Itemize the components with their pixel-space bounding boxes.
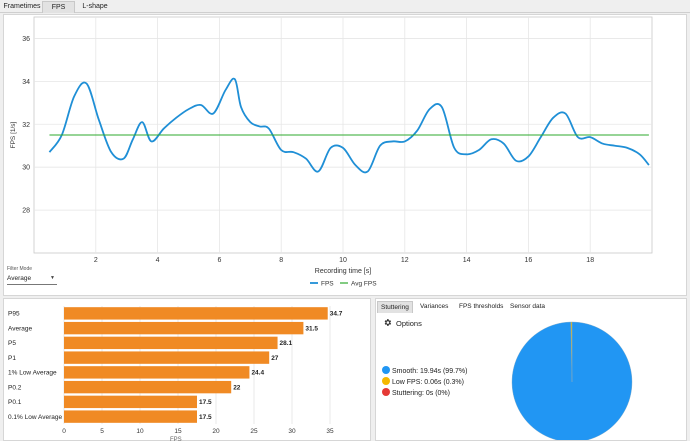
x-tick-label: 14 — [463, 257, 471, 264]
fps-series-line — [48, 77, 650, 174]
tab-fps[interactable]: FPS — [42, 1, 75, 13]
options-button[interactable]: Options — [383, 318, 422, 328]
category-label: P0.1 — [8, 399, 22, 406]
legend-stuttering-label: Stuttering: 0s (0%) — [392, 390, 450, 397]
legend-low-fps: Low FPS: 0.06s (0.3%) — [382, 377, 464, 386]
bar — [64, 307, 328, 320]
filter-mode-select[interactable]: Average ▼ — [7, 273, 57, 285]
x-tick-label: 25 — [250, 428, 258, 435]
x-tick-label: 10 — [136, 428, 144, 435]
category-label: 0.1% Low Average — [8, 414, 62, 421]
x-axis-label: FPS — [170, 437, 182, 441]
smooth-dot-icon — [382, 366, 390, 374]
filter-mode-label: Filter Mode — [7, 266, 33, 272]
pie-slice-low-fps — [570, 321, 573, 383]
x-tick-label: 35 — [326, 428, 334, 435]
x-tick-label: 6 — [217, 257, 221, 264]
legend-stuttering: Stuttering: 0s (0%) — [382, 388, 450, 397]
x-tick-label: 16 — [525, 257, 533, 264]
bar-value-label: 24.4 — [251, 370, 264, 377]
x-tick-label: 15 — [174, 428, 182, 435]
view-tabbar: Frametimes FPS L-shape — [0, 0, 690, 13]
options-label: Options — [396, 319, 422, 328]
bar — [64, 380, 232, 394]
x-tick-label: 8 — [279, 257, 283, 264]
category-label: P5 — [8, 340, 16, 347]
stuttering-dot-icon — [382, 388, 390, 396]
x-tick-label: 10 — [339, 257, 347, 264]
x-tick-label: 18 — [586, 257, 594, 264]
bar — [64, 321, 304, 335]
y-tick-label: 30 — [22, 165, 30, 172]
bar-value-label: 34.7 — [330, 311, 343, 318]
tab-fps-thresholds[interactable]: FPS thresholds — [459, 303, 504, 310]
filter-mode-value: Average — [7, 275, 32, 282]
tab-sensor-data[interactable]: Sensor data — [510, 303, 546, 310]
y-tick-label: 32 — [22, 122, 30, 129]
bar-value-label: 31.5 — [305, 325, 318, 332]
bar — [64, 366, 250, 379]
x-tick-label: 5 — [100, 428, 104, 435]
bar — [64, 410, 197, 423]
category-label: P95 — [8, 311, 20, 318]
x-tick-label: 0 — [62, 428, 66, 435]
x-tick-label: 30 — [288, 428, 296, 435]
category-label: P0.2 — [8, 384, 22, 391]
fps-line-chart: 2 4 6 8 10 12 14 16 18 28 30 32 34 36 Recording time [… — [10, 16, 653, 288]
x-tick-label: 2 — [94, 257, 98, 264]
y-tick-label: 28 — [22, 208, 30, 215]
analysis-tabbar: Stuttering Variances FPS thresholds Sens… — [375, 301, 687, 313]
x-tick-label: 12 — [401, 257, 409, 264]
y-axis-label: FPS [1/s] — [10, 121, 17, 148]
stuttering-pie-chart — [511, 321, 633, 440]
legend-smooth: Smooth: 19.94s (99.7%) — [382, 366, 468, 375]
legend-avg-fps-label: Avg FPS — [351, 281, 377, 288]
legend-smooth-label: Smooth: 19.94s (99.7%) — [392, 368, 468, 375]
chevron-down-icon: ▼ — [50, 275, 55, 281]
x-tick-label: 4 — [156, 257, 160, 264]
bar — [64, 351, 270, 364]
bar-value-label: 17.5 — [199, 414, 212, 421]
category-label: 1% Low Average — [8, 370, 57, 377]
tab-variances[interactable]: Variances — [420, 303, 449, 310]
statistics-bar-chart: 0 5 10 15 20 25 30 35 P95 34.7 Average 31.5 P5 28.1 P1… — [8, 306, 343, 441]
bar — [64, 336, 278, 350]
tab-l-shape[interactable]: L-shape — [82, 3, 108, 10]
y-tick-label: 34 — [22, 79, 30, 86]
bar-value-label: 22 — [233, 384, 241, 391]
bar-value-label: 17.5 — [199, 399, 212, 406]
bar — [64, 395, 197, 409]
low-fps-dot-icon — [382, 377, 390, 385]
y-tick-label: 36 — [22, 36, 30, 43]
category-label: P1 — [8, 355, 16, 362]
legend-low-fps-label: Low FPS: 0.06s (0.3%) — [392, 379, 464, 386]
x-axis-label: Recording time [s] — [315, 268, 371, 275]
bar-value-label: 27 — [271, 355, 279, 362]
bar-value-label: 28.1 — [280, 340, 293, 347]
x-tick-label: 20 — [212, 428, 220, 435]
category-label: Average — [8, 325, 32, 332]
tab-stuttering[interactable]: Stuttering — [377, 301, 413, 313]
legend-fps-label: FPS — [321, 281, 334, 288]
gear-icon — [384, 319, 392, 326]
tab-frametimes[interactable]: Frametimes — [3, 3, 41, 10]
